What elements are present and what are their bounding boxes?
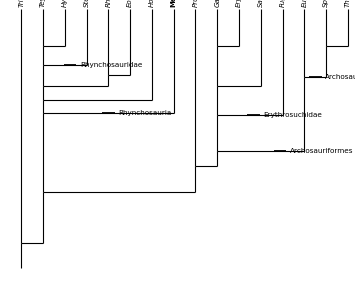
Text: Archosauriformes: Archosauriformes [290,148,354,154]
Text: Prolacerta: Prolacerta [192,0,198,7]
Text: Stenaulorhynchus: Stenaulorhynchus [83,0,90,7]
Text: Rhynchosauridae: Rhynchosauridae [80,62,142,67]
Text: Fugusuchus: Fugusuchus [280,0,285,7]
Text: Erythrosuchidae: Erythrosuchidae [263,112,322,118]
Text: Eohyosaurus: Eohyosaurus [127,0,133,7]
Text: Archosauria: Archosauria [325,75,355,80]
Text: Trilophosaurus: Trilophosaurus [18,0,24,7]
Text: Garjainia: Garjainia [214,0,220,7]
Text: Howesia: Howesia [149,0,155,7]
Text: Erythrosuchus: Erythrosuchus [236,0,242,7]
Text: Rhynchosauria: Rhynchosauria [118,110,171,116]
Text: Sphenosuchus: Sphenosuchus [323,0,329,7]
Text: Rhynchosaurus: Rhynchosaurus [105,0,111,7]
Text: Mesosuchus: Mesosuchus [171,0,177,7]
Text: Teyumbaita: Teyumbaita [40,0,46,7]
Text: Theropoda: Theropoda [345,0,351,7]
Text: Euparkeria: Euparkeria [301,0,307,7]
Text: Sarmatosuchus: Sarmatosuchus [258,0,264,7]
Text: Hyperodapedon: Hyperodapedon [62,0,68,7]
